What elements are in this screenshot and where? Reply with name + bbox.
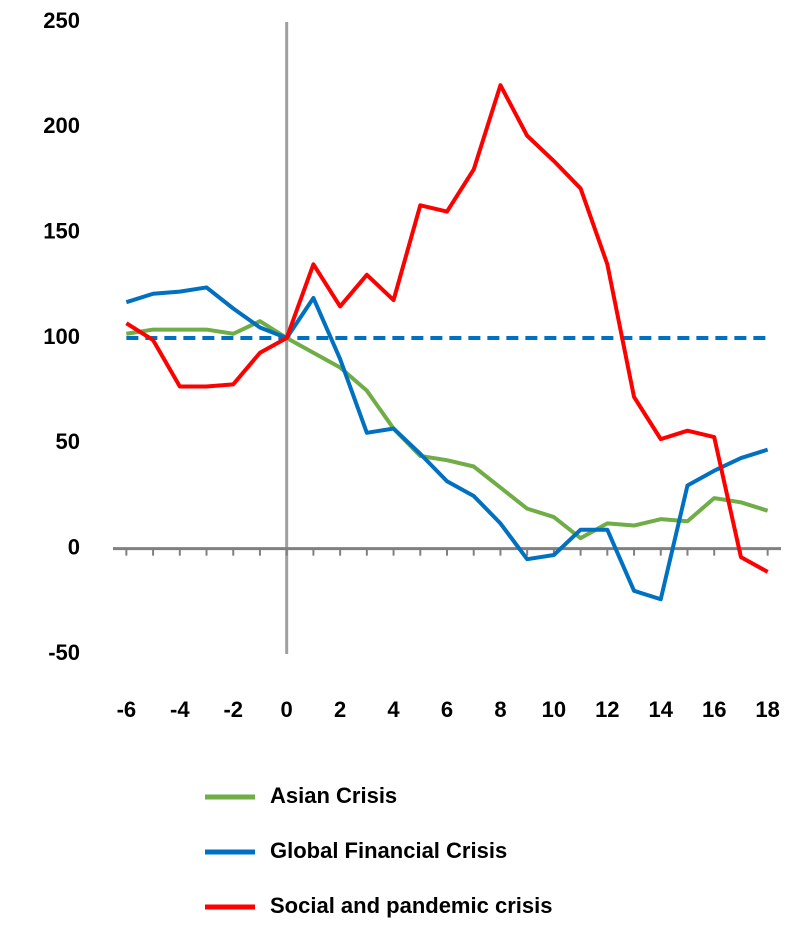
y-tick-label: 200 [43,113,80,138]
y-tick-label: 50 [56,429,80,454]
legend-label: Social and pandemic crisis [270,893,552,918]
x-tick-label: 6 [441,697,453,722]
series-line [125,83,769,574]
series-line [126,319,769,541]
y-tick-label: 150 [43,218,80,243]
series-line [125,285,769,602]
x-tick-label: 0 [281,697,293,722]
legend-label: Asian Crisis [270,783,397,808]
x-tick-label: 10 [542,697,566,722]
x-tick-label: -2 [223,697,243,722]
x-tick-label: 4 [387,697,400,722]
y-tick-label: -50 [48,640,80,665]
x-tick-label: -4 [170,697,190,722]
y-tick-label: 250 [43,8,80,33]
x-tick-label: 12 [595,697,619,722]
y-tick-label: 100 [43,324,80,349]
x-tick-label: 16 [702,697,726,722]
y-tick-label: 0 [68,534,80,559]
x-tick-label: -6 [117,697,137,722]
x-tick-label: 14 [649,697,674,722]
x-tick-label: 18 [755,697,779,722]
x-tick-label: 2 [334,697,346,722]
legend-label: Global Financial Crisis [270,838,507,863]
x-tick-label: 8 [494,697,506,722]
